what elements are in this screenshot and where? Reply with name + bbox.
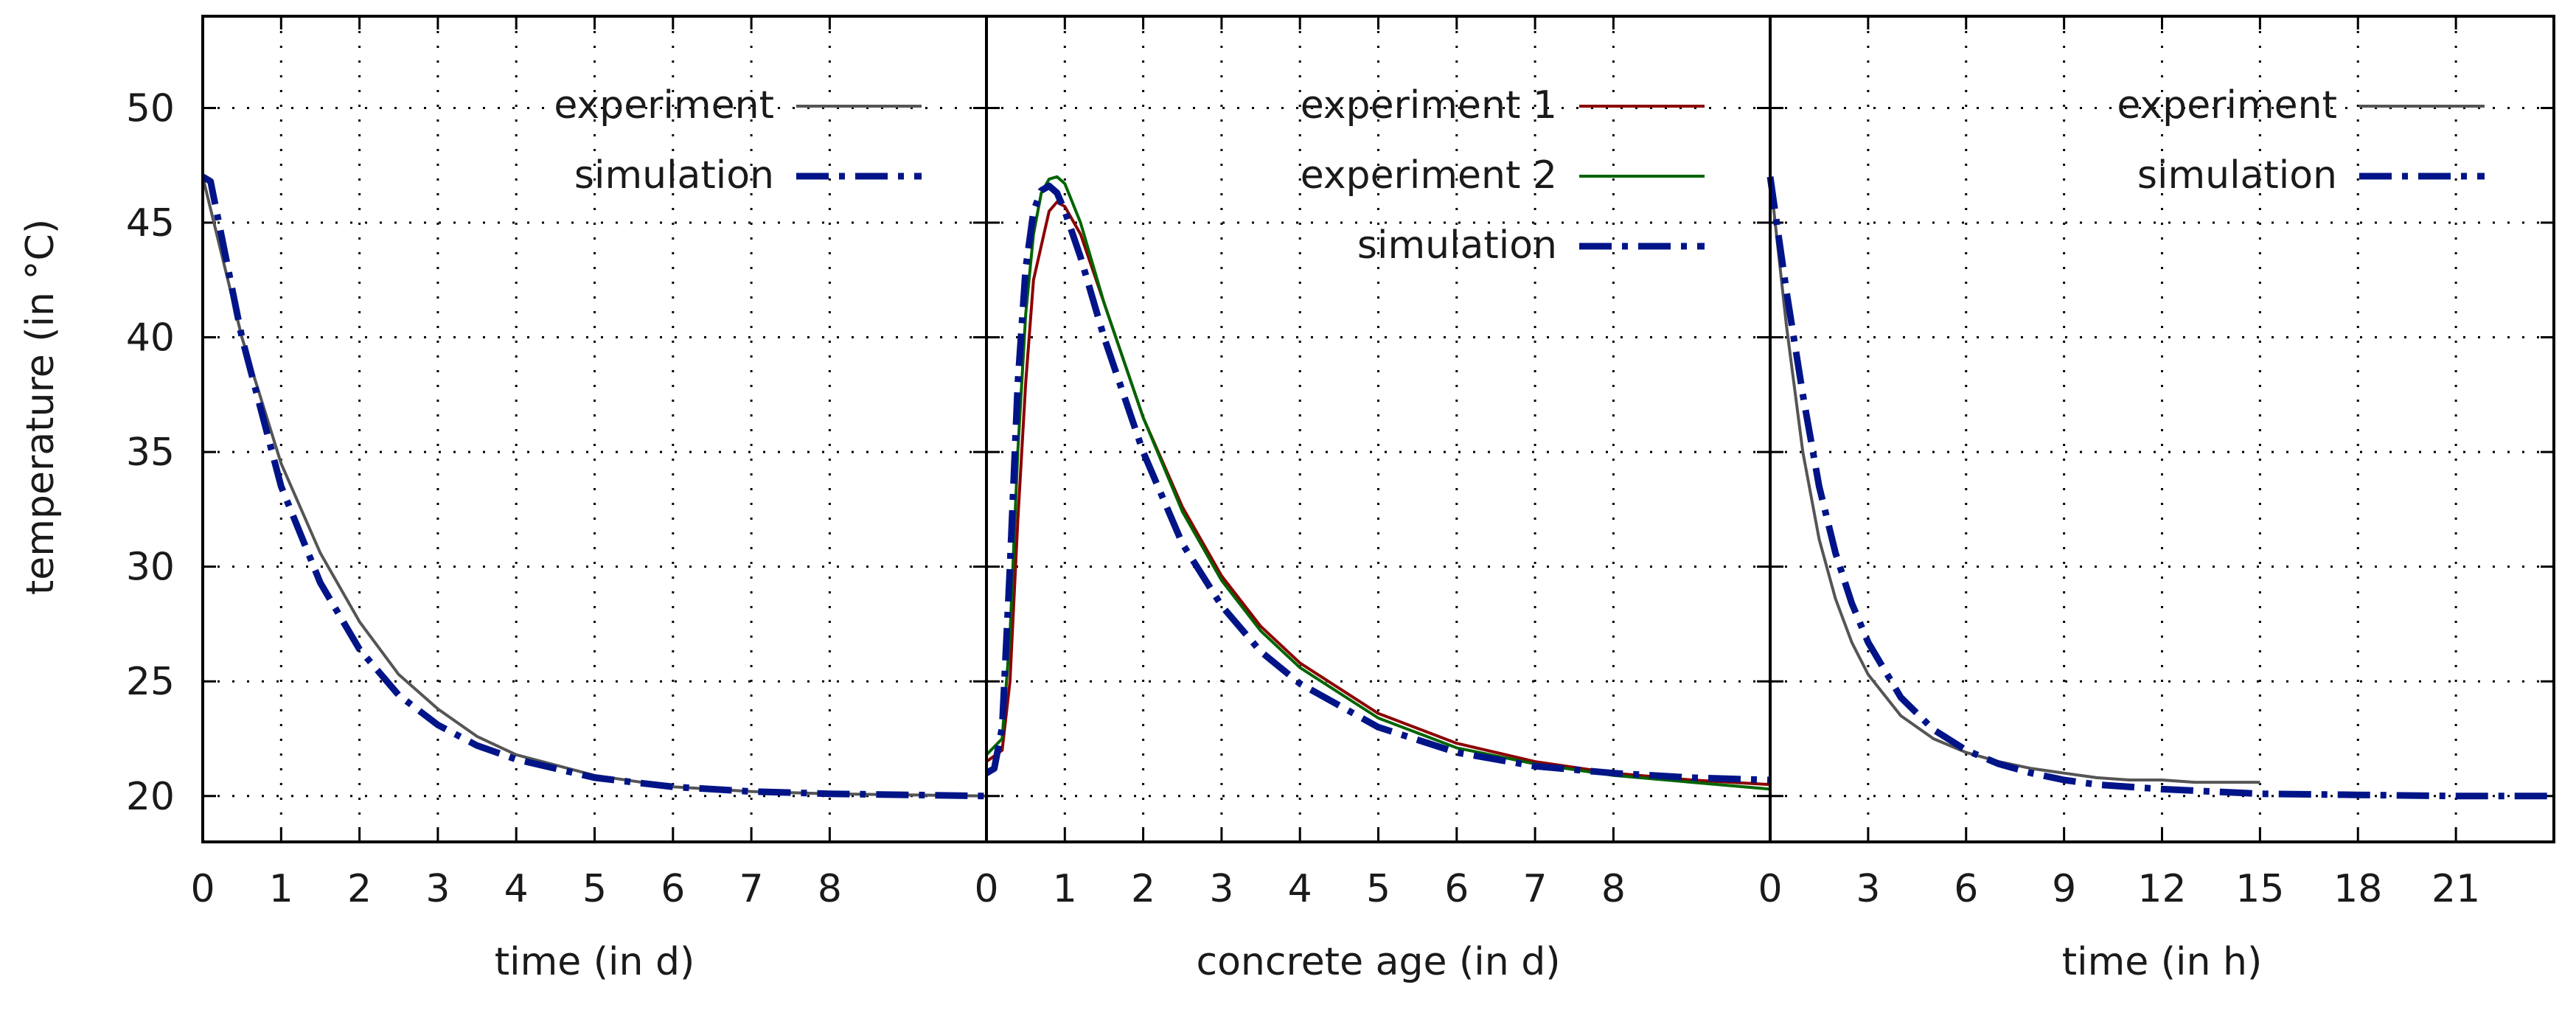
x-tick-label: 1: [269, 867, 293, 911]
legend-label: simulation: [1357, 223, 1557, 268]
legend: experiment simulation: [554, 83, 922, 198]
x-tick-label: 4: [1288, 867, 1312, 911]
y-tick-label: 50: [126, 86, 175, 130]
legend-label: experiment 2: [1301, 153, 1557, 198]
y-tick-label: 30: [126, 546, 175, 590]
x-tick-label: 8: [818, 867, 842, 911]
x-tick-label: 18: [2333, 867, 2382, 911]
x-tick-label: 1: [1053, 867, 1077, 911]
series-line-experiment-2: [985, 175, 1771, 791]
series-line-experiment: [201, 176, 987, 798]
y-axis-label: temperature (in °C): [18, 219, 63, 595]
x-tick-label: 3: [1209, 867, 1233, 911]
x-tick-label: 5: [582, 867, 607, 911]
panel-3: 0 3 6 9 12 15 18 21 time (in h) experiment simulat…: [1758, 15, 2555, 984]
plot-frame: [1769, 15, 2555, 843]
series-line-experiment: [1769, 176, 2260, 784]
x-tick-label: 9: [2052, 867, 2076, 911]
x-tick-label: 6: [661, 867, 685, 911]
x-tick-label: 2: [347, 867, 372, 911]
legend-label: experiment: [2117, 83, 2337, 128]
y-tick-label: 35: [126, 431, 175, 475]
legend-label: simulation: [2137, 153, 2337, 198]
x-axis-label: time (in h): [2062, 940, 2262, 984]
y-tick-label: 40: [126, 316, 175, 361]
x-tick-label: 5: [1366, 867, 1390, 911]
x-axis-label: concrete age (in d): [1197, 940, 1561, 984]
y-tick-label: 20: [126, 775, 175, 819]
legend-label: experiment: [554, 83, 774, 128]
x-tick-label: 0: [190, 867, 215, 911]
x-tick-label: 12: [2137, 867, 2186, 911]
x-tick-label: 2: [1131, 867, 1155, 911]
series-line-experiment-1: [985, 201, 1771, 787]
legend: experiment 1 experiment 2 simulation: [1301, 83, 1705, 268]
x-tick-label: 3: [1856, 867, 1880, 911]
x-tick-label: 15: [2235, 867, 2284, 911]
x-tick-label: 8: [1601, 867, 1626, 911]
legend: experiment simulation: [2117, 83, 2485, 198]
y-tick-label: 25: [126, 660, 175, 704]
series-line-simulation: [201, 173, 987, 800]
x-tick-label: 0: [1758, 867, 1782, 911]
x-tick-label: 0: [974, 867, 998, 911]
series-line-simulation: [1766, 176, 2554, 800]
x-axis-label: time (in d): [495, 940, 695, 984]
x-tick-label: 6: [1444, 867, 1469, 911]
series-line-simulation: [984, 182, 1771, 784]
x-tick-label: 6: [1954, 867, 1978, 911]
legend-label: simulation: [574, 153, 774, 198]
x-tick-label: 21: [2431, 867, 2480, 911]
panel-2: 0 1 2 3 4 5 6 7 8 concrete age (in d) experiment 1…: [974, 15, 1772, 984]
x-tick-label: 7: [739, 867, 764, 911]
x-tick-label: 4: [504, 867, 529, 911]
x-tick-label: 3: [425, 867, 450, 911]
legend-label: experiment 1: [1301, 83, 1557, 128]
y-tick-label: 45: [126, 201, 175, 245]
x-tick-label: 7: [1523, 867, 1548, 911]
